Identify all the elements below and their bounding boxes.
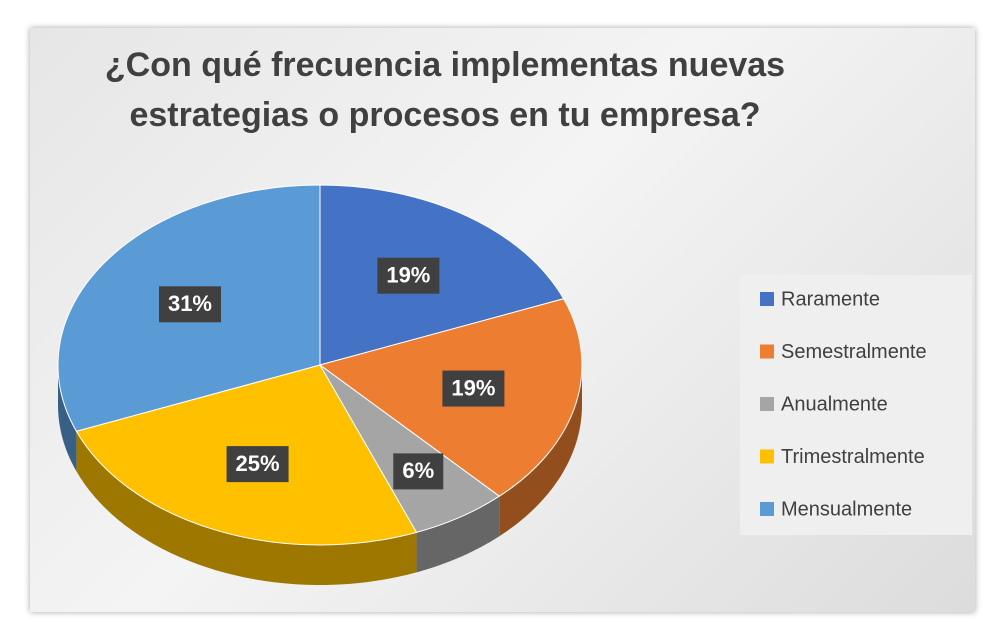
slice-side bbox=[499, 365, 582, 537]
chart-title: ¿Con qué frecuencia implementas nuevas e… bbox=[104, 46, 786, 134]
slice bbox=[319, 184, 565, 366]
data-label: 19% bbox=[451, 375, 495, 400]
legend-label: Raramente bbox=[781, 288, 880, 310]
slice-side bbox=[416, 496, 500, 573]
legend-label: Mensualmente bbox=[781, 498, 912, 520]
data-label: 6% bbox=[402, 458, 434, 483]
legend-swatch bbox=[760, 397, 774, 411]
data-label-box bbox=[377, 257, 440, 294]
slice-side bbox=[76, 431, 417, 585]
data-label-box bbox=[158, 286, 221, 323]
data-label: 19% bbox=[386, 262, 430, 287]
legend-swatch bbox=[760, 449, 774, 464]
data-label-box bbox=[393, 453, 444, 490]
legend-swatch bbox=[760, 502, 774, 516]
data-label-box bbox=[442, 370, 505, 407]
legend-label: Trimestralmente bbox=[781, 446, 925, 468]
legend-swatch bbox=[760, 344, 774, 359]
slice-side bbox=[58, 365, 77, 472]
data-label-box bbox=[226, 446, 289, 483]
legend-label: Anualmente bbox=[781, 393, 888, 415]
data-label: 25% bbox=[236, 451, 280, 476]
legend-swatch bbox=[760, 292, 774, 306]
legend-box bbox=[740, 275, 972, 535]
legend-label: Semestralmente bbox=[781, 341, 927, 363]
data-label: 31% bbox=[168, 291, 212, 316]
